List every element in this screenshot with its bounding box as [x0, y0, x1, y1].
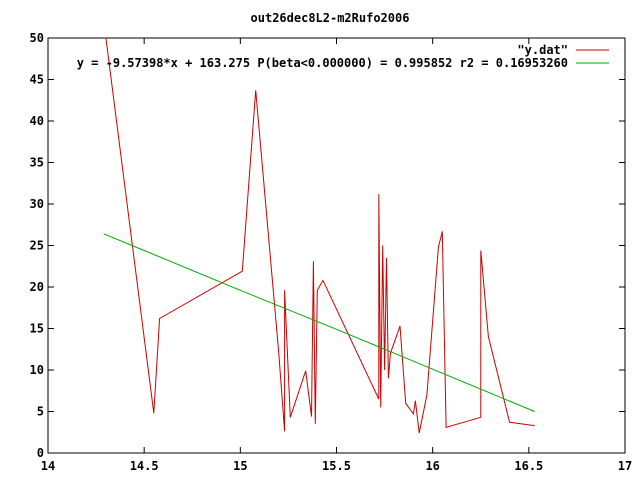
y-tick-label: 10: [30, 363, 44, 377]
x-tick-label: 15: [233, 459, 247, 473]
y-tick-label: 0: [37, 446, 44, 460]
plot-frame: [47, 37, 626, 454]
series-1-line: [105, 38, 535, 434]
legend: "y.dat"y = -9.57398*x + 163.275 P(beta<0…: [77, 43, 609, 70]
legend-label-2: y = -9.57398*x + 163.275 P(beta<0.000000…: [77, 56, 568, 70]
y-tick-label: 30: [30, 197, 44, 211]
y-tick-label: 45: [30, 73, 44, 87]
series-2-line: [103, 233, 535, 412]
y-tick-label: 15: [30, 322, 44, 336]
x-tick-label: 14: [41, 459, 55, 473]
x-tick-label: 15.5: [322, 459, 351, 473]
y-tick-label: 25: [30, 239, 44, 253]
y-tick-label: 35: [30, 156, 44, 170]
legend-label-1: "y.dat": [517, 43, 568, 57]
x-tick-label: 16: [425, 459, 439, 473]
chart-title: out26dec8L2-m2Rufo2006: [251, 11, 410, 25]
x-tick-label: 17: [618, 459, 632, 473]
y-tick-label: 20: [30, 280, 44, 294]
series-layer: [103, 38, 535, 434]
axes: 14 14.5 15 15.5 16 16.5 17 0 5 10 15 20 25 30 35 40 45 50: [30, 31, 633, 473]
y-tick-label: 40: [30, 114, 44, 128]
y-tick-label: 50: [30, 31, 44, 45]
x-tick-label: 16.5: [514, 459, 543, 473]
y-tick-label: 5: [37, 405, 44, 419]
x-tick-label: 14.5: [130, 459, 159, 473]
